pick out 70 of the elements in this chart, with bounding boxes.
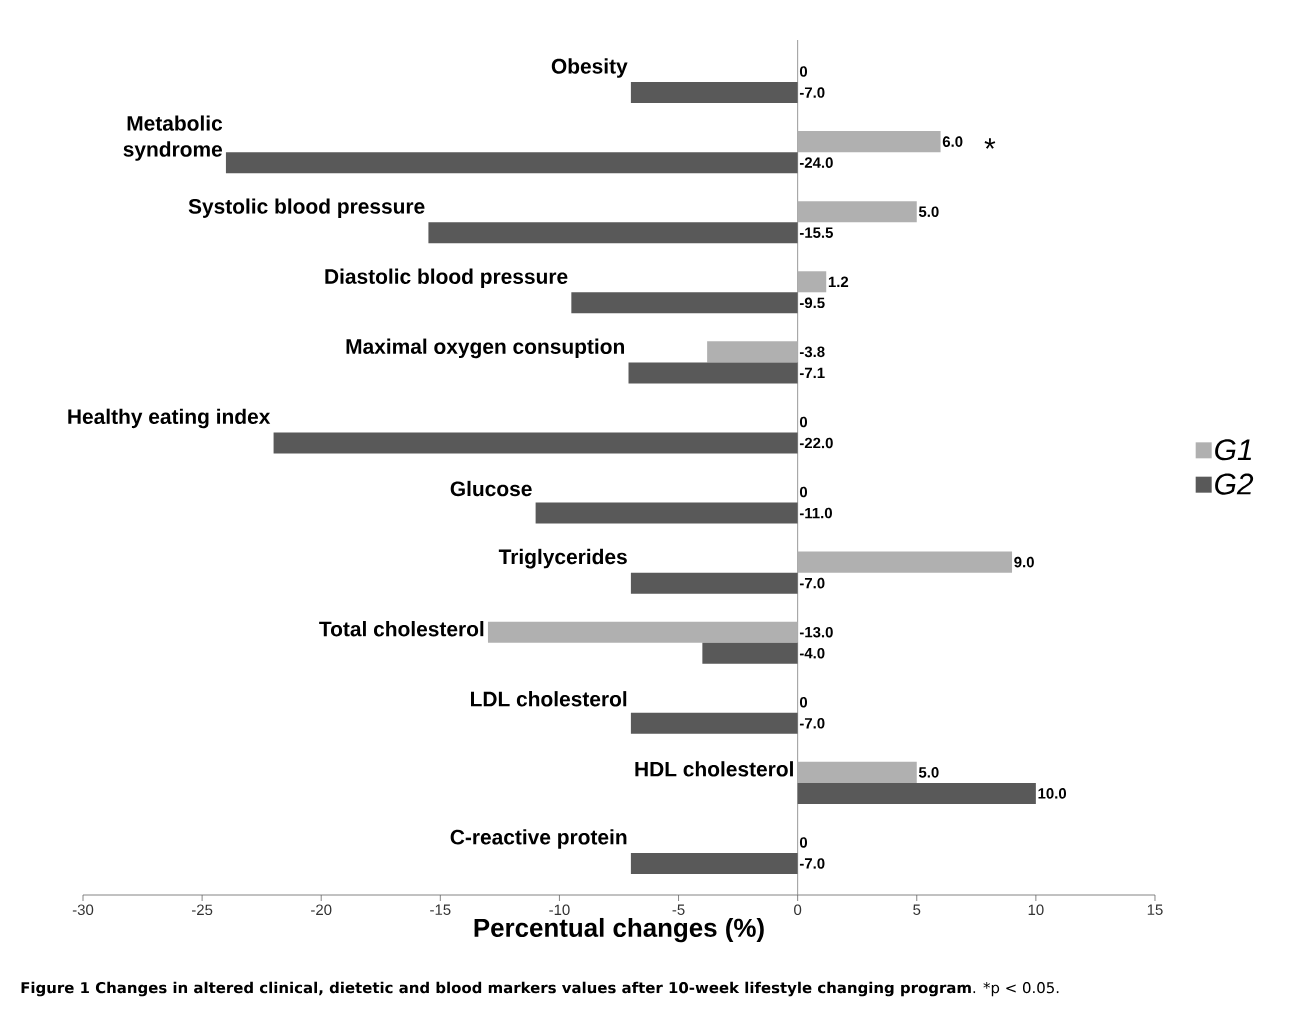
y-tick-label: Maximal oxygen consuption (346, 338, 625, 359)
x-axis-title: Percentual changes (%) (474, 917, 764, 943)
data-label: -9.5 (799, 297, 825, 309)
bar (630, 852, 798, 874)
bar (630, 712, 798, 734)
data-label: 0 (799, 837, 808, 848)
y-tick-label: Total cholesterol (319, 621, 484, 637)
data-label: 6.0 (942, 136, 963, 147)
data-label: -7.0 (799, 718, 825, 729)
bar (428, 222, 798, 244)
y-tick-label: HDL cholesterol (635, 761, 793, 777)
data-label: 0 (799, 696, 808, 708)
bar (225, 152, 798, 174)
bar (487, 621, 798, 643)
y-tick-label: C-reactive protein (450, 829, 627, 849)
y-tick-label: Obesity (551, 58, 628, 78)
bar (797, 131, 941, 153)
data-label: 0 (799, 416, 808, 428)
x-tick-label: -15 (430, 904, 451, 915)
data-label: -13.0 (799, 626, 833, 638)
bar (797, 782, 1036, 804)
data-label: 0 (799, 66, 808, 77)
data-label: 9.0 (1014, 556, 1034, 568)
data-label: -7.0 (799, 858, 825, 869)
data-label: -11.0 (799, 507, 832, 519)
y-tick-label: Glucose (450, 480, 532, 497)
y-tick-label: LDL cholesterol (471, 691, 627, 707)
data-label: -4.0 (799, 647, 825, 659)
data-label: 5.0 (918, 206, 939, 217)
x-tick-label: 5 (913, 904, 921, 915)
bar (797, 551, 1013, 573)
bar (702, 642, 798, 664)
bar (273, 432, 798, 454)
data-label: -3.8 (799, 346, 825, 358)
annotation: * (984, 138, 996, 149)
data-label: 10.0 (1038, 788, 1067, 799)
data-label: -22.0 (799, 437, 833, 449)
x-tick-label: 0 (794, 904, 802, 916)
data-label: -7.0 (799, 87, 825, 98)
y-tick-label: Healthy eating index (68, 408, 271, 429)
bar (630, 572, 798, 594)
x-tick-label: -25 (191, 904, 213, 916)
data-label: 5.0 (918, 767, 939, 778)
x-tick-label: -20 (311, 904, 332, 916)
y-tick-label: Triglycerides (498, 548, 627, 569)
bar (571, 292, 798, 314)
text: Figure 1 Changes in altered clinical, dietetic and blood markers values after 10-week lifestyle changing program. *p < 0.05. (21, 981, 1059, 997)
x-tick-label: 15 (1147, 904, 1163, 915)
bar (797, 271, 827, 293)
y-tick-label: Metabolic syndrome (123, 115, 223, 161)
data-label: -7.0 (799, 577, 825, 589)
x-tick-label: -30 (72, 904, 94, 916)
y-tick-label: Diastolic blood pressure (325, 268, 568, 289)
data-label: -24.0 (799, 157, 833, 168)
bar (630, 82, 798, 104)
bar (535, 502, 798, 524)
bar (707, 341, 798, 363)
data-label: 1.2 (828, 276, 849, 287)
bar (797, 201, 917, 223)
bar (628, 362, 798, 384)
y-tick-label: Systolic blood pressure (188, 198, 425, 218)
data-label: 0 (799, 486, 808, 498)
data-label: -7.1 (799, 367, 825, 379)
bar (797, 761, 917, 783)
x-tick-label: 10 (1028, 904, 1044, 916)
x-tick-label: -10 (549, 904, 570, 916)
x-tick-label: -5 (672, 904, 685, 915)
legend-label: G2 (1215, 473, 1254, 495)
data-label: -15.5 (799, 227, 833, 238)
legend-label: G1 (1215, 439, 1252, 461)
